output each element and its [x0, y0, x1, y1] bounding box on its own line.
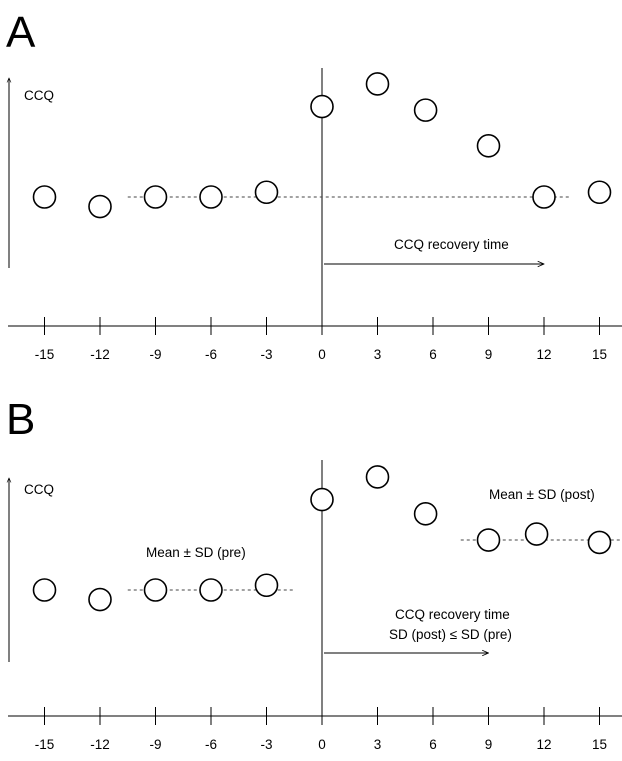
- x-tick-label: 0: [318, 347, 326, 362]
- panel-b: B CCQ -15 -12 -9 -6 -3 0 3 6 9 12 15 Mean ± SD (pr…: [6, 395, 622, 752]
- x-tick-label: 12: [536, 347, 551, 362]
- data-point-circle: [32, 578, 57, 602]
- data-points: [32, 72, 612, 219]
- data-point-circle: [32, 185, 57, 209]
- recovery-time-annotation: CCQ recovery time: [395, 607, 510, 622]
- x-tick-label: 3: [374, 737, 382, 752]
- x-tick-label: 6: [429, 347, 437, 362]
- x-tick-label: -15: [35, 737, 55, 752]
- data-point-circle: [365, 72, 390, 96]
- x-tick-label: 0: [318, 737, 326, 752]
- y-axis-label: CCQ: [24, 88, 54, 103]
- x-tick-label: -6: [205, 737, 217, 752]
- data-point-circle: [587, 530, 612, 555]
- x-ticks: -15 -12 -9 -6 -3 0 3 6 9 12 15: [35, 317, 607, 362]
- data-point-circle: [413, 98, 438, 122]
- data-point-circle: [587, 180, 612, 205]
- mean-sd-pre-label: Mean ± SD (pre): [146, 545, 246, 560]
- x-tick-label: -12: [90, 737, 110, 752]
- y-axis-label: CCQ: [24, 482, 54, 497]
- data-point-circle: [254, 180, 279, 205]
- x-tick-label: -12: [90, 347, 110, 362]
- x-tick-label: 15: [592, 347, 607, 362]
- data-point-circle: [310, 94, 334, 119]
- data-point-circle: [143, 578, 168, 602]
- x-tick-label: -9: [149, 347, 161, 362]
- x-tick-label: -3: [260, 737, 272, 752]
- mean-sd-post-label: Mean ± SD (post): [489, 487, 595, 502]
- x-tick-label: 12: [536, 737, 551, 752]
- data-point-circle: [365, 465, 390, 489]
- data-point-circle: [143, 185, 168, 209]
- recovery-time-annotation: CCQ recovery time: [394, 237, 509, 252]
- x-tick-label: 15: [592, 737, 607, 752]
- data-point-circle: [476, 528, 501, 552]
- data-point-circle: [199, 578, 223, 602]
- x-tick-label: 9: [485, 347, 493, 362]
- panel-label: A: [6, 8, 36, 57]
- data-point-circle: [524, 522, 549, 546]
- data-points: [32, 465, 612, 612]
- data-point-circle: [199, 185, 223, 209]
- x-ticks: -15 -12 -9 -6 -3 0 3 6 9 12 15: [35, 707, 607, 752]
- x-tick-label: -9: [149, 737, 161, 752]
- x-tick-label: 9: [485, 737, 493, 752]
- x-tick-label: -3: [260, 347, 272, 362]
- x-tick-label: 6: [429, 737, 437, 752]
- data-point-circle: [254, 573, 279, 598]
- data-point-circle: [88, 587, 112, 612]
- panel-label: B: [6, 395, 35, 444]
- panel-a: A CCQ -15 -12 -9 -6 -3 0 3 6 9 12 15 CCQ recovery …: [6, 8, 622, 362]
- x-tick-label: 3: [374, 347, 382, 362]
- data-point-circle: [88, 194, 112, 219]
- data-point-circle: [532, 185, 556, 209]
- data-point-circle: [476, 134, 501, 158]
- data-point-circle: [413, 502, 438, 526]
- sd-comparison-annotation: SD (post) ≤ SD (pre): [389, 627, 512, 642]
- x-tick-label: -6: [205, 347, 217, 362]
- data-point-circle: [310, 487, 334, 512]
- x-tick-label: -15: [35, 347, 55, 362]
